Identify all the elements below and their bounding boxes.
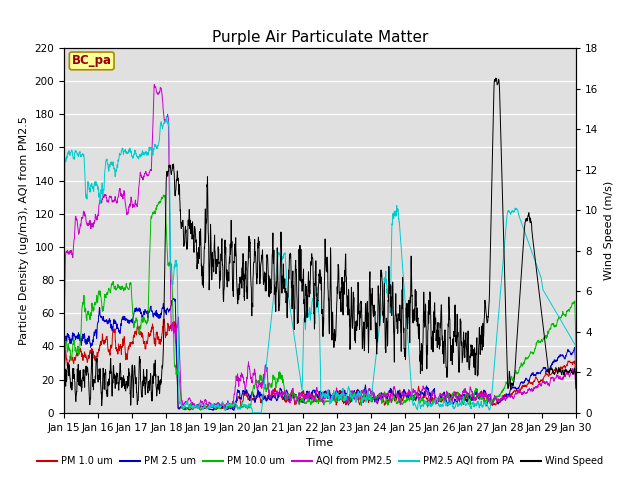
Y-axis label: Wind Speed (m/s): Wind Speed (m/s) (604, 181, 614, 280)
Title: Purple Air Particulate Matter: Purple Air Particulate Matter (212, 30, 428, 46)
X-axis label: Time: Time (307, 438, 333, 448)
Legend: PM 1.0 um, PM 2.5 um, PM 10.0 um, AQI from PM2.5, PM2.5 AQI from PA, Wind Speed: PM 1.0 um, PM 2.5 um, PM 10.0 um, AQI fr… (33, 453, 607, 470)
Text: BC_pa: BC_pa (72, 54, 112, 67)
Y-axis label: Particle Density (ug/m3), AQI from PM2.5: Particle Density (ug/m3), AQI from PM2.5 (19, 116, 29, 345)
